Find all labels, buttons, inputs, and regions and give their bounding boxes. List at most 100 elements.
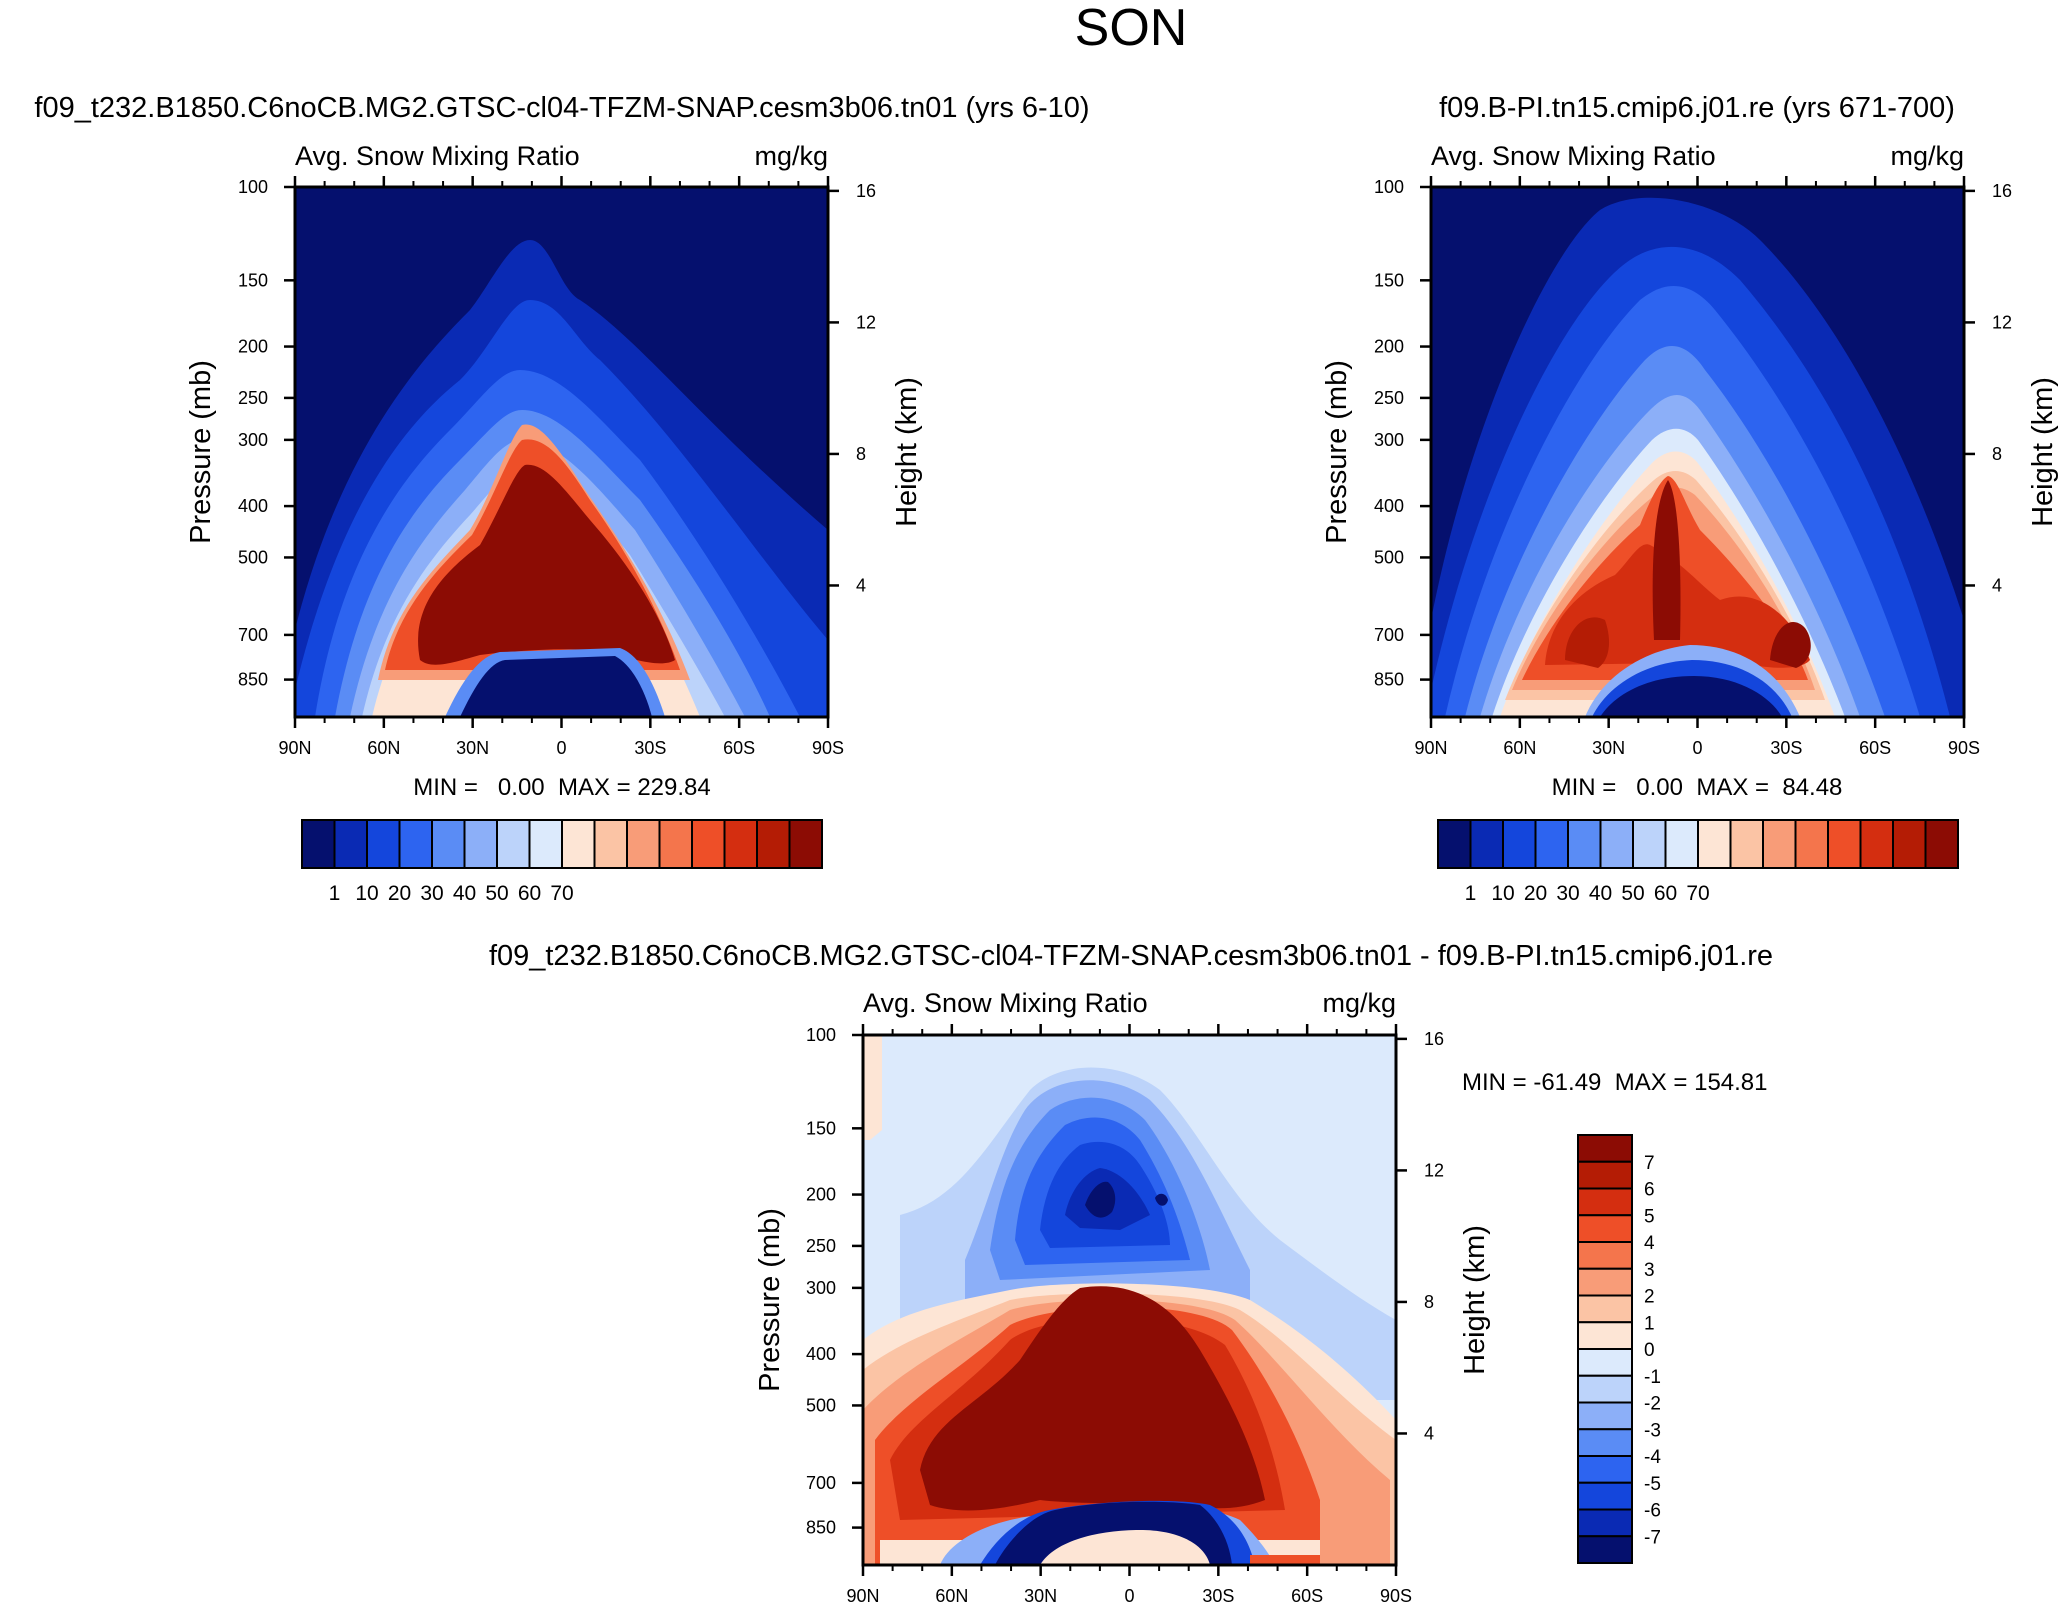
colorbar-label: 4 — [1644, 1233, 1655, 1254]
colorbar-swatch — [1567, 819, 1602, 869]
x-tick-label: 30S — [1770, 738, 1802, 758]
panel-2-y2label: Height (km) — [2027, 377, 2059, 527]
y-tick-label: 850 — [1374, 670, 1404, 690]
contour-level — [1770, 622, 1811, 668]
colorbar-label: 0 — [1644, 1340, 1655, 1361]
colorbar-swatch — [1437, 819, 1472, 869]
colorbar-swatch — [333, 819, 368, 869]
y-tick-label: 300 — [238, 430, 268, 450]
panel-3-y2label: Height (km) — [1459, 1225, 1491, 1375]
colorbar-swatch — [1632, 819, 1667, 869]
colorbar-swatch — [1664, 819, 1699, 869]
y2-tick-label: 12 — [856, 312, 876, 332]
colorbar-label: 60 — [518, 882, 541, 905]
colorbar-swatch — [366, 819, 401, 869]
colorbar-swatch — [1577, 1187, 1633, 1217]
panel-3-axes: 90N 60N 30N 0 30S 60S 90S 100 150 200 250 300 400 500… — [806, 1024, 1444, 1606]
colorbar-label: 10 — [355, 882, 378, 905]
x-tick-label: 60N — [935, 1586, 968, 1606]
colorbar-label: 30 — [420, 882, 443, 905]
colorbar-swatch — [1577, 1535, 1633, 1564]
y2-tick-label: 4 — [1424, 1423, 1434, 1443]
y2-tick-label: 16 — [1992, 181, 2012, 201]
colorbar-swatch — [1577, 1374, 1633, 1404]
y-tick-label: 150 — [1374, 270, 1404, 290]
y-tick-label: 200 — [1374, 337, 1404, 357]
colorbar-label: -1 — [1644, 1367, 1661, 1388]
panel-1-units: mg/kg — [754, 141, 828, 171]
colorbar-label: 2 — [1644, 1287, 1655, 1308]
y2-tick-label: 8 — [1992, 444, 2002, 464]
colorbar-swatch — [398, 819, 433, 869]
y-tick-label: 500 — [238, 547, 268, 567]
x-tick-label: 60S — [723, 738, 755, 758]
y-tick-label: 500 — [1374, 547, 1404, 567]
colorbar-label: 1 — [329, 882, 341, 905]
contour-level — [863, 1035, 882, 1140]
y-tick-label: 200 — [238, 337, 268, 357]
colorbar-swatch — [1924, 819, 1959, 869]
y-tick-label: 400 — [806, 1344, 836, 1364]
colorbar-label: 60 — [1654, 882, 1677, 905]
contour-level — [418, 464, 675, 665]
x-tick-label: 60N — [367, 738, 400, 758]
colorbar-swatch — [463, 819, 498, 869]
y2-tick-label: 8 — [1424, 1292, 1434, 1312]
colorbar-swatch — [1827, 819, 1862, 869]
panel-3-field — [863, 1035, 1396, 1565]
colorbar-swatch — [1534, 819, 1569, 869]
colorbar-label: -6 — [1644, 1501, 1661, 1522]
colorbar-swatch — [691, 819, 726, 869]
panel-2-colorbar: 1 10 20 30 40 50 60 70 — [1437, 819, 1959, 905]
x-tick-label: 90N — [846, 1586, 879, 1606]
x-tick-label: 30N — [1024, 1586, 1057, 1606]
colorbar-swatch — [301, 819, 336, 869]
contour-level — [1652, 480, 1681, 640]
colorbar-label: 3 — [1644, 1260, 1655, 1281]
contour-level — [1085, 1181, 1116, 1218]
y-tick-label: 300 — [1374, 430, 1404, 450]
colorbar-swatch — [1577, 1428, 1633, 1457]
panel-1-ylabel: Pressure (mb) — [185, 360, 217, 544]
colorbar-swatch — [1859, 819, 1894, 869]
colorbar-swatch — [723, 819, 758, 869]
colorbar-swatch — [1892, 819, 1927, 869]
y-tick-label: 100 — [238, 177, 268, 197]
y-tick-label: 250 — [1374, 388, 1404, 408]
x-tick-label: 30N — [1592, 738, 1625, 758]
panel-2-axes: 90N 60N 30N 0 30S 60S 90S 100 150 200 250 300 400 500… — [1374, 176, 2012, 758]
colorbar-label: -3 — [1644, 1420, 1661, 1441]
colorbar-label: -5 — [1644, 1474, 1661, 1495]
panel-3-ylabel: Pressure (mb) — [754, 1208, 786, 1392]
colorbar-label: 70 — [1686, 882, 1709, 905]
x-tick-label: 0 — [1692, 738, 1702, 758]
y-tick-label: 100 — [806, 1025, 836, 1045]
y-tick-label: 250 — [806, 1236, 836, 1256]
x-tick-label: 30N — [456, 738, 489, 758]
contour-level — [1040, 1530, 1210, 1565]
x-tick-label: 30S — [634, 738, 666, 758]
colorbar-swatch — [788, 819, 823, 869]
y-tick-label: 250 — [238, 388, 268, 408]
y2-tick-label: 4 — [856, 575, 866, 595]
panel-1-stats: MIN = 0.00 MAX = 229.84 — [413, 774, 711, 801]
y-tick-label: 150 — [806, 1118, 836, 1138]
colorbar-swatch — [1599, 819, 1634, 869]
panel-1-y2label: Height (km) — [891, 377, 923, 527]
x-tick-label: 60S — [1859, 738, 1891, 758]
y-tick-label: 850 — [806, 1518, 836, 1538]
panel-3-units: mg/kg — [1322, 988, 1396, 1018]
colorbar-swatch — [431, 819, 466, 869]
colorbar-swatch — [1729, 819, 1764, 869]
panel-3-case-title: f09_t232.B1850.C6noCB.MG2.GTSC-cl04-TFZM… — [489, 940, 1773, 972]
panel-2-plot-title: Avg. Snow Mixing Ratio — [1431, 141, 1716, 171]
contour-level — [1600, 676, 1782, 717]
panel-3-plot-title: Avg. Snow Mixing Ratio — [863, 988, 1148, 1018]
panel-1-colorbar: 1 10 20 30 40 50 60 70 — [301, 819, 823, 905]
x-tick-label: 90S — [1380, 1586, 1412, 1606]
y-tick-label: 700 — [1374, 625, 1404, 645]
y-tick-label: 700 — [806, 1473, 836, 1493]
colorbar-swatch — [1697, 819, 1732, 869]
colorbar-swatch — [1577, 1508, 1633, 1538]
